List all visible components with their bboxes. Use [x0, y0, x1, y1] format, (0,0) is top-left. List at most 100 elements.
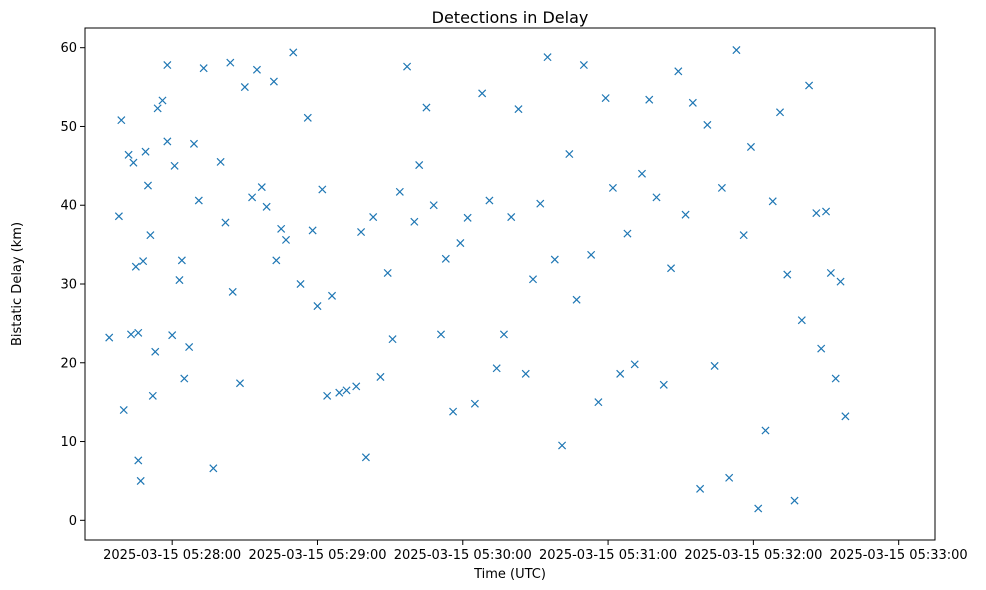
detection-point — [209, 464, 218, 473]
detection-point — [601, 94, 610, 103]
detection-point — [608, 183, 617, 192]
detection-point — [272, 256, 281, 265]
detection-point — [652, 193, 661, 202]
detection-point — [119, 406, 128, 415]
detection-point — [199, 64, 208, 73]
detection-point — [826, 268, 835, 277]
detection-point — [422, 103, 431, 112]
detection-point — [168, 331, 177, 340]
detection-point — [342, 386, 351, 395]
detection-point — [216, 157, 225, 166]
y-axis-label: Bistatic Delay (km) — [10, 222, 25, 346]
detection-point — [449, 407, 458, 416]
detection-point — [235, 379, 245, 388]
detection-point — [732, 46, 741, 55]
y-tick-label: 20 — [60, 356, 77, 371]
detection-point — [492, 364, 501, 373]
detection-point — [383, 268, 392, 277]
detection-point — [327, 291, 337, 300]
detection-point — [177, 256, 186, 265]
detection-point — [185, 342, 194, 352]
detection-point — [163, 137, 172, 146]
detection-point — [812, 209, 821, 218]
detection-point — [543, 53, 552, 62]
detection-point — [248, 193, 257, 202]
detection-point — [470, 399, 479, 408]
detection-point — [717, 183, 726, 192]
detection-point — [616, 369, 625, 378]
detection-point — [521, 369, 530, 378]
detection-point — [836, 277, 845, 286]
detection-point — [436, 330, 446, 339]
detection-point — [681, 210, 690, 219]
detection-point — [558, 441, 567, 450]
detection-point — [528, 275, 538, 284]
detection-point — [768, 197, 777, 206]
y-tick-label: 30 — [60, 278, 77, 293]
detection-point — [148, 391, 157, 400]
detection-point — [478, 89, 487, 98]
detection-point — [303, 113, 312, 122]
detection-point — [376, 372, 385, 381]
detection-point — [308, 226, 317, 235]
detection-point — [550, 255, 559, 264]
detection-point — [240, 83, 249, 92]
detection-point — [262, 202, 271, 211]
detection-point — [659, 380, 668, 389]
detection-point — [696, 484, 705, 493]
scatter-points — [105, 46, 850, 513]
detection-point — [221, 218, 230, 227]
detection-point — [725, 473, 734, 482]
detection-point — [281, 235, 291, 244]
y-tick-label: 50 — [60, 120, 77, 135]
detection-point — [180, 374, 189, 383]
detection-point — [485, 196, 494, 205]
detection-point — [269, 77, 278, 86]
detection-point — [797, 316, 806, 325]
y-axis-ticks: 0 10 20 30 40 50 60 — [60, 41, 85, 529]
detection-point — [514, 105, 523, 114]
detection-point — [296, 279, 305, 289]
detection-point — [163, 60, 172, 70]
detection-point — [645, 95, 654, 104]
detection-point — [114, 212, 123, 221]
detection-point — [565, 150, 574, 159]
detection-point — [623, 229, 632, 238]
detection-point — [674, 67, 683, 76]
y-tick-label: 60 — [60, 41, 77, 56]
detection-point — [536, 199, 545, 208]
detection-point — [228, 287, 237, 296]
detection-point — [226, 58, 235, 67]
x-tick-label: 2025-03-15 05:33:00 — [830, 548, 968, 563]
detection-point — [153, 104, 162, 113]
detection-point — [143, 181, 152, 190]
detection-point — [134, 328, 143, 337]
detection-point — [499, 330, 508, 339]
detection-point — [688, 98, 697, 107]
detection-point — [139, 257, 148, 266]
detection-point — [805, 81, 814, 90]
detection-point — [252, 65, 261, 74]
detection-point — [170, 161, 179, 170]
detection-point — [151, 347, 160, 356]
detection-point — [841, 412, 850, 421]
detection-point — [572, 295, 581, 304]
detection-point — [790, 496, 799, 505]
detection-point — [289, 48, 298, 57]
detection-point — [369, 213, 378, 222]
detection-point — [594, 398, 603, 407]
detection-point — [134, 456, 143, 465]
x-tick-label: 2025-03-15 05:28:00 — [103, 548, 241, 563]
detection-point — [105, 333, 114, 342]
detection-point — [124, 150, 133, 159]
detection-point — [415, 161, 424, 170]
detection-point — [817, 344, 826, 353]
detection-point — [395, 187, 404, 196]
detection-point — [637, 169, 647, 178]
detection-point — [126, 330, 136, 339]
detection-point — [703, 120, 712, 129]
detection-point — [194, 196, 203, 205]
detection-point — [257, 183, 266, 192]
detection-point — [775, 108, 785, 117]
plot-area — [84, 27, 936, 541]
